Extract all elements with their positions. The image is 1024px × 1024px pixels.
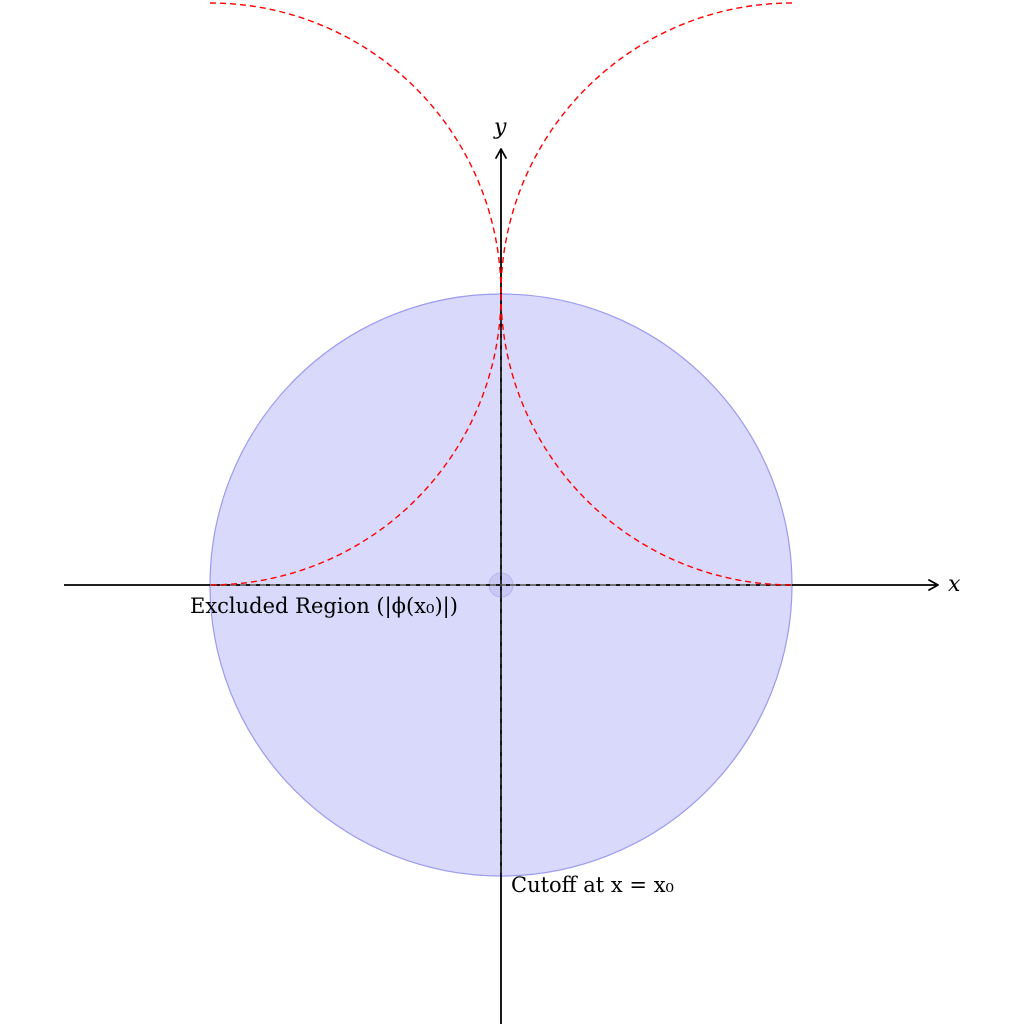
left-upper-arc <box>209 2 502 295</box>
y-axis-label: y <box>493 115 507 140</box>
excluded-region-label: Excluded Region (|ϕ(x₀)|) <box>190 594 458 619</box>
cutoff-label: Cutoff at x = x₀ <box>511 873 674 897</box>
x-axis-label: x <box>948 572 961 597</box>
right-upper-arc <box>500 2 793 295</box>
